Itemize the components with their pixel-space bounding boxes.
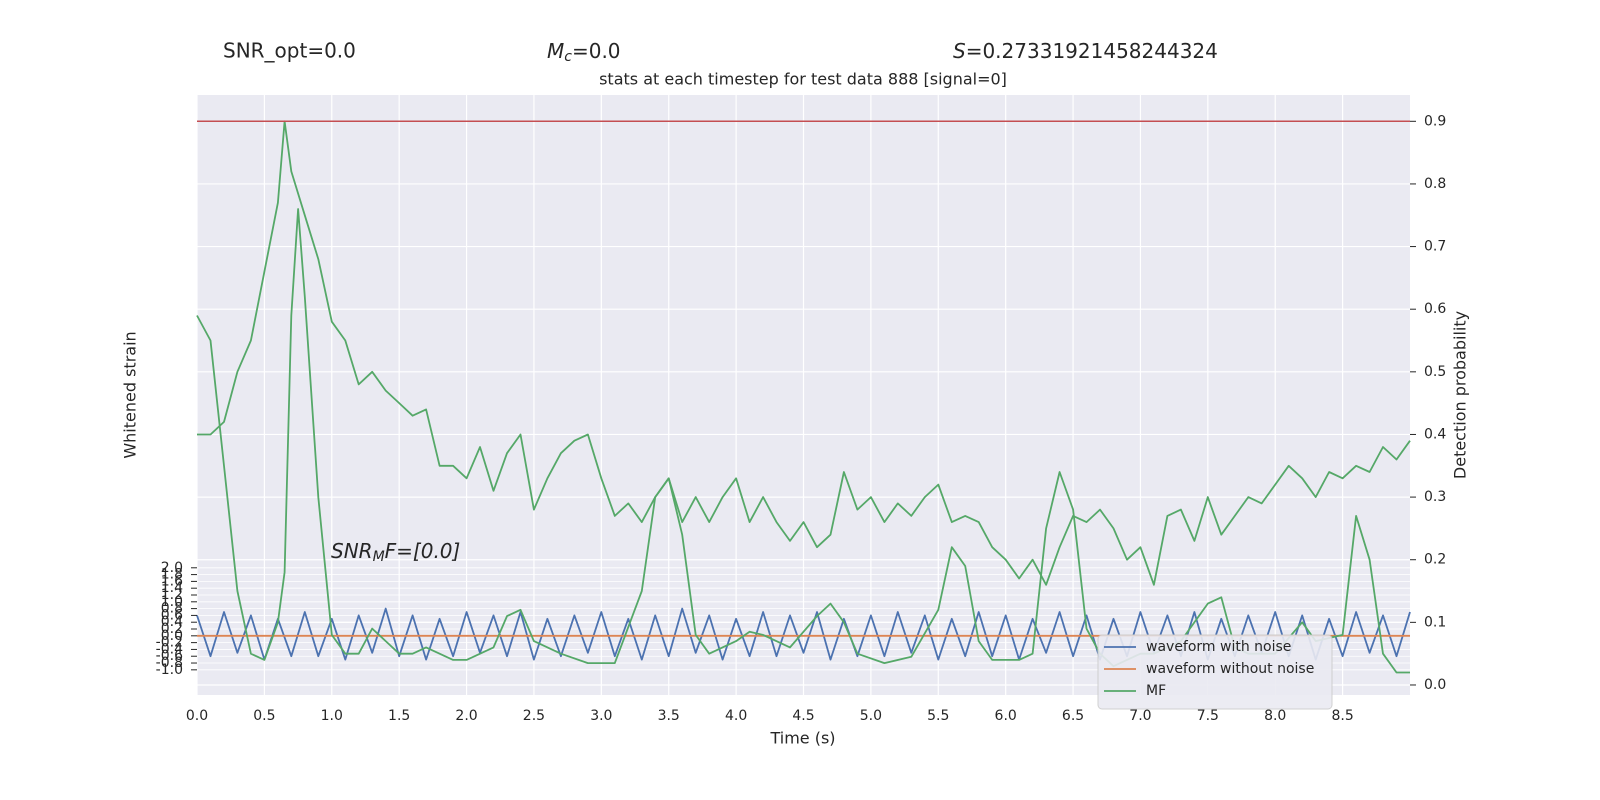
x-tick-label: 4.0 <box>725 708 747 724</box>
y-tick-label: 0.6 <box>1424 301 1446 317</box>
y-tick-label: 0.1 <box>1424 614 1446 630</box>
y2-tick-label: 0.0 <box>161 628 183 644</box>
chart-title: stats at each timestep for test data 888… <box>599 70 1007 89</box>
y-tick-label: 0.7 <box>1424 239 1446 255</box>
legend-box <box>1097 634 1333 710</box>
annotation: SNRMF=[0.0] <box>331 539 460 566</box>
y2-tick-label: -0.4 <box>156 641 183 657</box>
y2-tick-label: 1.4 <box>161 580 183 596</box>
x-tick-label: 3.0 <box>590 708 612 724</box>
y-tick-label: 0.9 <box>1424 113 1446 129</box>
y2-tick-label: 2.0 <box>161 560 183 576</box>
chirp-mass: Mc=0.0 <box>547 39 621 66</box>
y-axis-label: Detection probability <box>1451 311 1470 479</box>
legend-label: waveform without noise <box>1146 661 1314 677</box>
y2-tick-label: -0.2 <box>156 635 183 651</box>
x-tick-label: 6.5 <box>1062 708 1084 724</box>
x-tick-label: 0.0 <box>186 708 208 724</box>
x-tick-label: 6.0 <box>995 708 1017 724</box>
x-tick-label: 1.0 <box>321 708 343 724</box>
x-tick-label: 5.5 <box>927 708 949 724</box>
y2-tick-label: 0.6 <box>161 607 183 623</box>
snr-opt: SNR_opt=0.0 <box>223 39 356 63</box>
y-tick-label: 0.8 <box>1424 176 1446 192</box>
series-line <box>197 120 1411 586</box>
x-tick-label: 3.5 <box>658 708 680 724</box>
y2-tick-label: -0.6 <box>156 648 183 664</box>
x-tick-label: 8.0 <box>1264 708 1286 724</box>
x-axis-label: Time (s) <box>769 729 835 748</box>
x-tick-label: 2.0 <box>455 708 477 724</box>
y2-axis-label: Whitened strain <box>121 331 140 458</box>
y-tick-label: 0.0 <box>1424 677 1446 693</box>
y-tick-label: 0.2 <box>1424 552 1446 568</box>
x-tick-label: 4.5 <box>792 708 814 724</box>
y2-tick-label: -0.8 <box>156 655 183 671</box>
y2-tick-label: 0.2 <box>161 621 183 637</box>
y2-tick-label: 0.8 <box>161 601 183 617</box>
y2-tick-label: 1.0 <box>161 594 183 610</box>
y2-tick-label: 0.4 <box>161 614 183 630</box>
legend-label: waveform with noise <box>1146 639 1291 655</box>
y2-tick-label: 1.2 <box>161 587 183 603</box>
x-tick-label: 7.5 <box>1197 708 1219 724</box>
x-tick-label: 5.0 <box>860 708 882 724</box>
x-tick-label: 2.5 <box>523 708 545 724</box>
y-tick-label: 0.4 <box>1424 426 1446 442</box>
y2-tick-label: 1.6 <box>161 573 183 589</box>
x-tick-label: 1.5 <box>388 708 410 724</box>
legend-label: MF <box>1146 683 1166 699</box>
y-tick-label: 0.3 <box>1424 489 1446 505</box>
x-tick-label: 7.0 <box>1129 708 1151 724</box>
s-value: S=0.27331921458244324 <box>953 39 1218 63</box>
y2-tick-label: -1.0 <box>156 662 183 678</box>
y-tick-label: 0.5 <box>1424 364 1446 380</box>
x-tick-label: 8.5 <box>1331 708 1353 724</box>
series-line <box>196 208 1410 674</box>
y2-tick-label: 1.8 <box>161 567 183 583</box>
x-tick-label: 0.5 <box>253 708 275 724</box>
